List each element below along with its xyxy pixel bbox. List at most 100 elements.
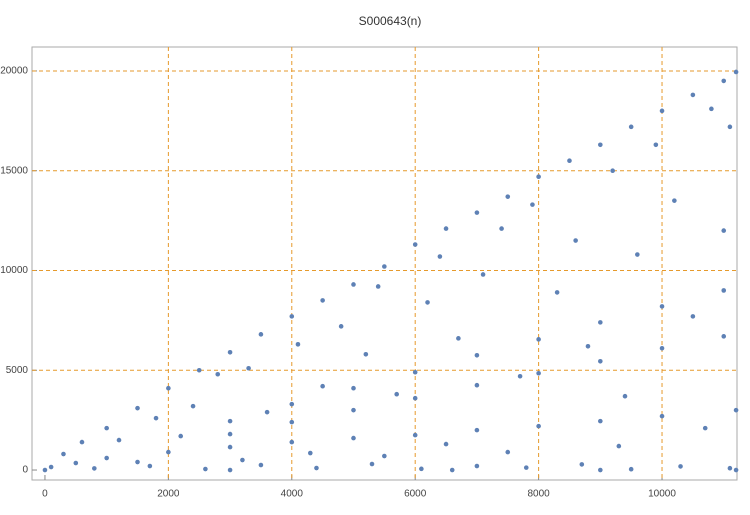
point <box>474 210 480 215</box>
chart-title: S000643(n) <box>359 14 422 28</box>
point <box>610 168 615 174</box>
point <box>178 433 184 439</box>
point <box>258 462 264 468</box>
point <box>289 314 295 319</box>
point <box>104 425 109 431</box>
point <box>227 467 233 473</box>
point <box>412 395 418 401</box>
x-tick-label: 2000 <box>157 489 180 500</box>
point <box>474 463 480 469</box>
point <box>480 272 486 277</box>
y-tick-label: 15000 <box>0 165 28 176</box>
point <box>166 385 171 391</box>
point <box>307 450 313 456</box>
y-tick-label: 5000 <box>6 365 29 376</box>
point <box>721 78 727 84</box>
point <box>523 465 529 470</box>
point <box>351 282 356 287</box>
point <box>412 242 418 247</box>
point <box>733 407 739 413</box>
point <box>598 467 603 473</box>
point <box>536 423 541 429</box>
point <box>147 463 153 469</box>
point <box>419 466 424 472</box>
y-tick-label: 10000 <box>0 265 28 276</box>
point <box>215 371 221 377</box>
point <box>375 284 381 289</box>
point <box>190 403 196 409</box>
point <box>567 158 572 164</box>
x-tick-label: 6000 <box>404 489 427 500</box>
point <box>196 367 202 373</box>
point <box>598 142 603 148</box>
point <box>690 314 696 319</box>
point <box>240 457 245 463</box>
point <box>227 418 233 424</box>
point <box>672 198 677 203</box>
point <box>295 342 301 347</box>
point <box>598 358 603 364</box>
point <box>104 455 109 461</box>
x-tick-label: 0 <box>42 489 48 500</box>
point <box>48 464 54 470</box>
point <box>721 288 727 293</box>
point <box>227 349 233 355</box>
point <box>394 391 399 397</box>
point <box>659 304 665 309</box>
x-tick-label: 10000 <box>648 489 676 500</box>
point <box>721 228 727 233</box>
point <box>351 435 356 441</box>
point <box>536 370 541 376</box>
point <box>727 465 733 471</box>
point <box>369 461 375 467</box>
point <box>42 467 48 473</box>
point <box>363 351 369 357</box>
point <box>536 174 541 180</box>
point <box>733 69 739 75</box>
point <box>573 238 578 243</box>
point <box>554 290 560 295</box>
point <box>227 431 233 437</box>
y-tick-label: 20000 <box>0 66 28 77</box>
point <box>443 226 449 231</box>
x-tick-label: 4000 <box>281 489 304 500</box>
point <box>135 405 140 411</box>
point <box>289 439 295 445</box>
point <box>721 334 727 339</box>
plot-frame <box>31 46 738 481</box>
point <box>474 382 480 388</box>
point <box>456 336 461 341</box>
point <box>443 441 449 447</box>
point <box>258 332 264 337</box>
point <box>289 401 295 407</box>
point <box>653 142 659 148</box>
point <box>314 465 319 471</box>
point <box>351 385 356 391</box>
point <box>536 337 541 342</box>
point <box>579 462 585 467</box>
point <box>135 459 140 465</box>
point <box>585 344 591 349</box>
point <box>203 466 208 472</box>
point <box>73 460 79 466</box>
point <box>702 425 708 431</box>
point <box>351 407 356 413</box>
point <box>246 365 251 371</box>
point <box>382 264 387 269</box>
point <box>659 346 665 351</box>
point <box>153 415 159 421</box>
point <box>264 409 270 415</box>
point <box>628 124 634 130</box>
point <box>598 320 603 325</box>
point <box>727 124 733 130</box>
point <box>530 202 535 207</box>
point <box>320 383 325 389</box>
point <box>61 451 66 457</box>
point <box>659 413 665 419</box>
point <box>449 467 455 473</box>
point <box>79 439 85 445</box>
point <box>437 254 443 259</box>
point <box>338 324 344 329</box>
point <box>382 453 387 459</box>
